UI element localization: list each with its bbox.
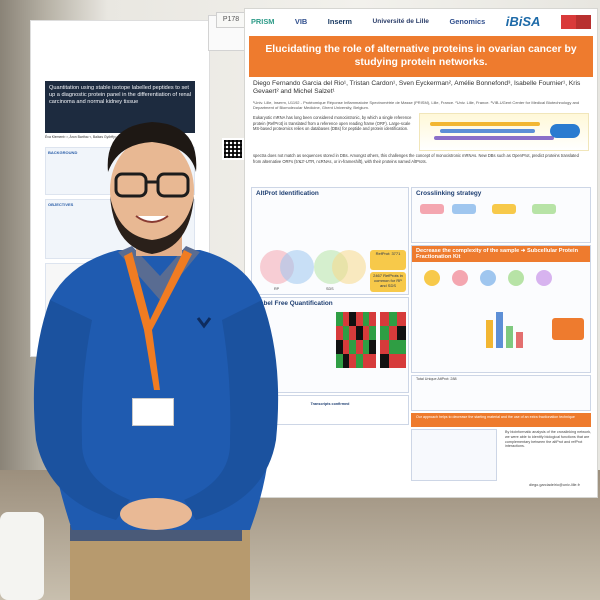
research-poster: PRISM VIB Inserm Université de Lille Gen… (244, 8, 598, 498)
stat-refprot: RefProt: 3771 (370, 250, 406, 270)
logo-vib: VIB (294, 17, 308, 26)
bar-mark (486, 320, 493, 348)
panel-quantification-title: Label Free Quantification (256, 300, 333, 307)
left-poster-background-label: BACKGROUND (48, 150, 78, 155)
left-poster-results-block (45, 263, 195, 343)
poster-contact: diego.garciadelrio@univ-lille.fr (529, 483, 580, 487)
white-bag (0, 512, 44, 600)
logo-inserm: Inserm (327, 17, 353, 26)
left-poster-background-block: BACKGROUND (45, 147, 195, 195)
poster-authors: Diego Fernando Garcia del Rio¹, Tristan … (253, 80, 581, 96)
poster-introduction: Eukaryotic mRNA has long been considered… (253, 115, 412, 132)
left-poster-objectives-block: OBJECTIVES (45, 199, 195, 259)
poster-conclusion: By bioinformatic analysis of the crossli… (505, 430, 592, 449)
panel-complexity-title: Decrease the complexity of the sample ➜ … (412, 246, 590, 262)
poster-affiliation: ¹Univ. Lille, Inserm, U1192 - Protéomiqu… (253, 100, 580, 111)
panel-network: Total Unique AltProt: 288 (411, 375, 591, 411)
complexity-note: Our approach helps to decrease the start… (416, 415, 575, 419)
panel-complexity: Decrease the complexity of the sample ➜ … (411, 245, 591, 373)
logo-ibisa: iBiSA (505, 14, 541, 29)
panel-identification-title: AltProt Identification (256, 190, 319, 197)
heatmap (380, 312, 406, 368)
stat-common: 2467 RefProts in common for RP and SDS (370, 272, 406, 292)
left-poster-title: Quantitation using stable isotope labell… (45, 81, 195, 133)
logo-prism: PRISM (251, 17, 275, 26)
transcripts-label: Transcripts confirmed (310, 402, 350, 406)
network-graph (411, 429, 497, 481)
cell-fraction (452, 270, 468, 286)
left-poster: Quantitation using stable isotope labell… (30, 20, 210, 357)
venn-label-sds: SDS (326, 287, 334, 291)
poster-aim: spectra does not match as sequences stor… (253, 153, 579, 164)
cell-fraction (536, 270, 552, 286)
region-flag (560, 14, 591, 29)
booth-number: P178 (216, 12, 246, 28)
orf-bar (434, 136, 554, 140)
cell-fraction (424, 270, 440, 286)
complexity-note-bar: Our approach helps to decrease the start… (411, 413, 591, 427)
logo-bar: PRISM VIB Inserm Université de Lille Gen… (245, 9, 597, 34)
heatmap (336, 312, 376, 368)
name-badge (132, 398, 174, 426)
qr-code (222, 138, 244, 160)
protein-shape (550, 124, 580, 138)
bar-mark (496, 312, 503, 348)
venn-label-rp: RP (274, 287, 280, 291)
venn-circle (280, 250, 314, 284)
logo-genomics: Genomics (449, 17, 486, 26)
panel-crosslinking: Crosslinking strategy (411, 187, 591, 243)
cell-fraction (480, 270, 496, 286)
poster-title: Elucidating the role of alternative prot… (249, 36, 593, 77)
orf-schema (419, 113, 589, 151)
panel-crosslinking-title: Crosslinking strategy (416, 190, 482, 197)
orf-bar (430, 122, 540, 126)
diagram-node (420, 204, 444, 214)
venn-circle (332, 250, 366, 284)
panel-transcripts: Transcripts confirmed (251, 395, 409, 425)
panel-quantification: Label Free Quantification (251, 297, 409, 393)
orf-bar (440, 129, 535, 133)
left-poster-authors: Éva Klement¹·², Áron Bartha¹·², Balázs G… (45, 135, 152, 139)
logo-lille: Université de Lille (372, 18, 429, 25)
diagram-node (452, 204, 476, 214)
bar-mark (516, 332, 523, 348)
diagram-node (492, 204, 516, 214)
complexity-figures (424, 270, 584, 348)
left-poster-objectives-label: OBJECTIVES (48, 202, 74, 207)
bar-mark (506, 326, 513, 348)
cell-fraction (508, 270, 524, 286)
diagram-node (532, 204, 556, 214)
total-unique-altprot: Total Unique AltProt: 288 (416, 377, 457, 381)
panel-identification: AltProt Identification RP SDS RefProt: 3… (251, 187, 409, 295)
callout-box (552, 318, 584, 340)
